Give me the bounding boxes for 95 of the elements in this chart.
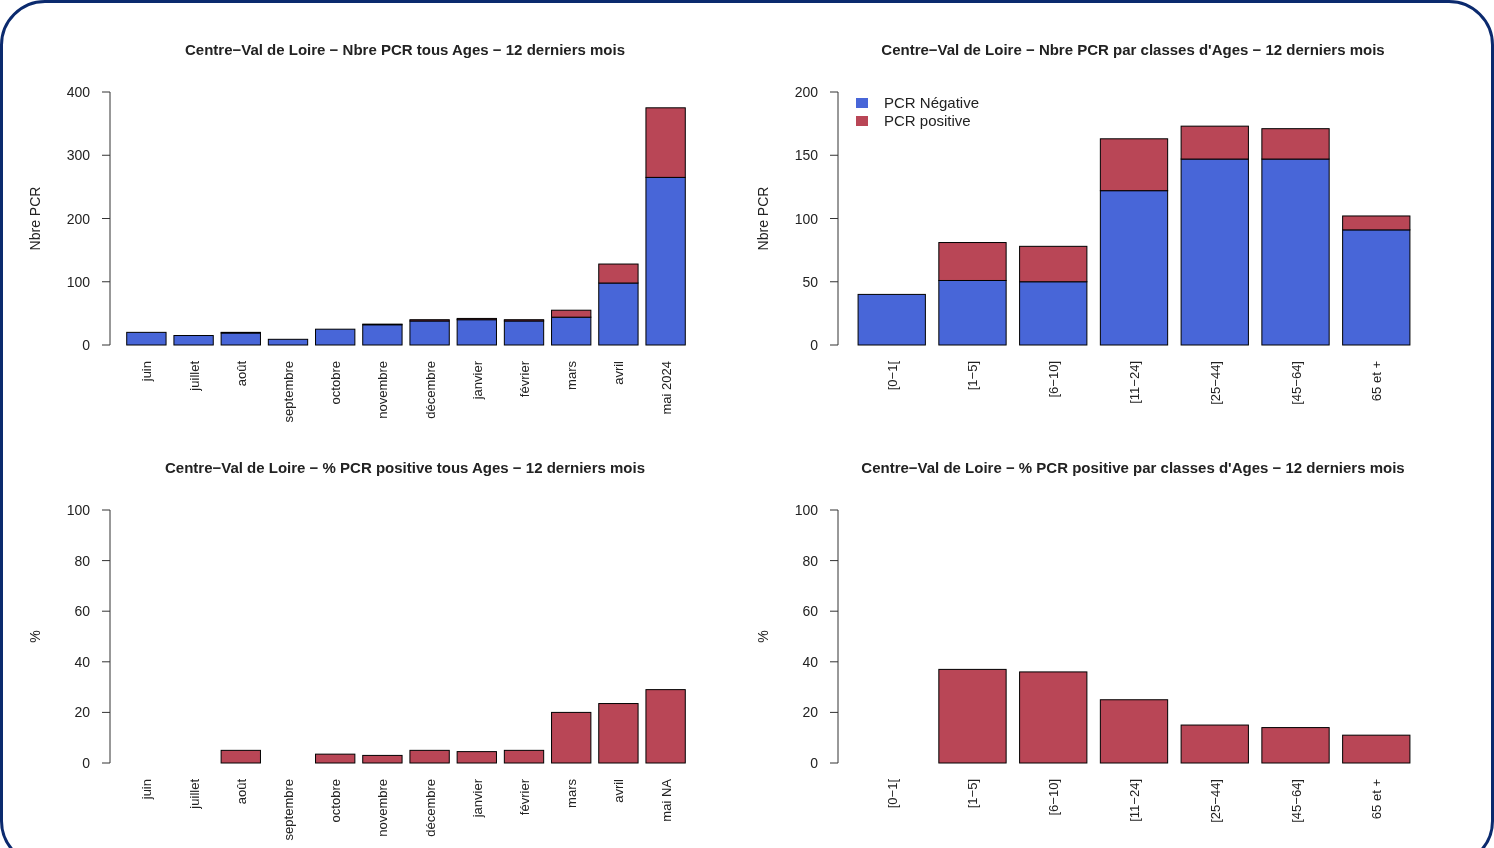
y-tick-label: 0	[810, 337, 819, 353]
y-tick-label: 0	[82, 755, 91, 771]
x-tick-label: octobre	[328, 361, 344, 405]
x-tick-label: avril	[611, 778, 627, 803]
y-tick-label: 150	[794, 147, 819, 164]
x-tick-label: janvier	[469, 360, 485, 401]
x-tick-label: septembre	[280, 361, 296, 423]
bar	[1261, 727, 1330, 764]
bar	[267, 338, 309, 346]
x-tick-label: [1−5]	[965, 361, 981, 391]
y-tick-label: 100	[794, 502, 819, 518]
bar	[362, 324, 403, 346]
y-tick-label: 100	[66, 502, 91, 518]
bar	[173, 335, 214, 346]
chart-title: Centre−Val de Loire − % PCR positive tous Ages − 12 derniers mois	[164, 459, 646, 476]
y-tick-label: 50	[802, 273, 819, 290]
x-tick-label: [45−64]	[1288, 361, 1304, 405]
chart-title: Centre−Val de Loire − % PCR positive par classes d'Ages − 12 derniers mois	[861, 459, 1405, 476]
x-tick-label: mars	[564, 360, 580, 390]
x-tick-label: décembre	[422, 779, 438, 837]
bar	[857, 293, 926, 346]
x-tick-label: octobre	[328, 779, 344, 823]
x-tick-label: 65 et +	[1369, 361, 1385, 402]
x-tick-label: [0−1[	[884, 360, 900, 391]
y-tick-label: 0	[810, 755, 819, 771]
x-tick-label: août	[233, 360, 249, 387]
bar	[456, 751, 497, 764]
x-tick-label: décembre	[422, 361, 438, 419]
bar	[126, 331, 167, 346]
x-tick-label: août	[233, 778, 249, 805]
y-tick-label: 80	[74, 552, 91, 569]
bar	[645, 689, 686, 764]
legend-label: PCR Négative	[884, 94, 980, 111]
bar	[456, 319, 497, 346]
bar	[1019, 671, 1088, 764]
chart-title: Centre−Val de Loire − Nbre PCR par classes d'Ages − 12 derniers mois	[881, 41, 1385, 58]
bar	[1180, 724, 1249, 764]
y-axis-title: Nbre PCR	[27, 186, 43, 251]
legend-label: PCR positive	[884, 112, 971, 129]
x-tick-label: [45−64]	[1288, 779, 1304, 823]
x-tick-label: avril	[611, 360, 627, 385]
x-tick-label: [25−44]	[1207, 361, 1223, 405]
bar	[503, 749, 545, 764]
x-tick-label: [0−1[	[884, 778, 900, 809]
x-tick-label: 65 et +	[1369, 779, 1385, 820]
bar	[220, 332, 261, 346]
chart-title: Centre−Val de Loire − Nbre PCR tous Ages − 12 derniers mois	[184, 41, 626, 58]
y-axis-title: Nbre PCR	[755, 186, 771, 251]
y-tick-label: 100	[794, 210, 819, 227]
y-tick-label: 40	[802, 653, 819, 670]
bar	[551, 711, 592, 764]
y-tick-label: 400	[66, 84, 91, 100]
y-tick-label: 20	[74, 704, 91, 721]
x-tick-label: juillet	[186, 778, 202, 810]
y-tick-label: 60	[74, 603, 91, 620]
y-tick-label: 20	[802, 704, 819, 721]
y-tick-label: 200	[794, 84, 819, 100]
x-tick-label: mars	[564, 778, 580, 808]
x-tick-label: juin	[139, 779, 155, 801]
bar	[409, 749, 450, 764]
bar	[938, 668, 1007, 764]
bar	[1342, 734, 1411, 764]
y-tick-label: 80	[802, 552, 819, 569]
y-axis-title: %	[27, 630, 43, 643]
bar	[220, 749, 261, 764]
bar	[503, 320, 545, 346]
x-tick-label: février	[517, 360, 533, 398]
x-tick-label: septembre	[280, 779, 296, 841]
bar	[1099, 699, 1169, 764]
bar	[315, 753, 356, 764]
x-tick-label: [25−44]	[1207, 779, 1223, 823]
x-tick-label: mai 2024	[658, 361, 674, 415]
y-tick-label: 300	[66, 147, 91, 164]
y-tick-label: 40	[74, 653, 91, 670]
x-tick-label: novembre	[375, 779, 391, 837]
x-tick-label: mai NA	[658, 778, 674, 822]
x-tick-label: [6−10]	[1046, 361, 1062, 398]
bar	[598, 703, 639, 764]
y-tick-label: 60	[802, 603, 819, 620]
bar	[409, 320, 450, 346]
y-tick-label: 200	[66, 210, 91, 227]
x-tick-label: [11−24]	[1127, 361, 1142, 404]
x-tick-label: juillet	[186, 360, 202, 392]
bar	[362, 754, 403, 764]
y-tick-label: 100	[66, 273, 91, 290]
x-tick-label: [11−24]	[1127, 779, 1142, 822]
x-tick-label: juin	[139, 361, 155, 383]
y-axis-title: %	[755, 630, 771, 643]
x-tick-label: janvier	[469, 778, 485, 819]
bar	[315, 328, 356, 346]
y-tick-label: 0	[82, 337, 91, 353]
x-tick-label: novembre	[375, 361, 391, 419]
x-tick-label: [6−10]	[1046, 779, 1062, 816]
x-tick-label: [1−5]	[965, 779, 981, 809]
x-tick-label: février	[517, 778, 533, 816]
